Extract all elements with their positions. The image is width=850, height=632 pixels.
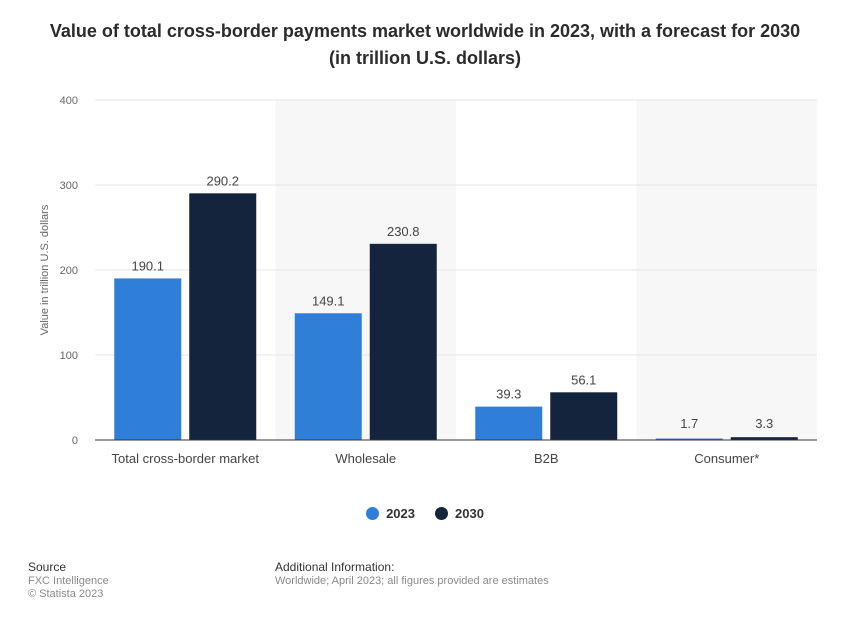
legend-label: 2030 bbox=[455, 506, 484, 521]
gridlines bbox=[95, 99, 817, 356]
data-label: 230.8 bbox=[387, 224, 420, 239]
bar-2030-3[interactable] bbox=[730, 437, 798, 440]
copyright-line[interactable]: © Statista 2023 bbox=[28, 588, 104, 600]
bars bbox=[114, 193, 798, 440]
y-tick-label: 0 bbox=[72, 435, 78, 447]
data-label: 149.1 bbox=[312, 293, 345, 308]
y-tick-label: 200 bbox=[60, 265, 78, 277]
bar-2023-2[interactable] bbox=[475, 406, 543, 440]
bar-chart: 0 100 200 300 400 190.1 290.2 149.1 230.8 39.3 56… bbox=[39, 95, 817, 466]
data-label: 56.1 bbox=[571, 372, 596, 387]
y-tick-label: 400 bbox=[60, 95, 78, 107]
legend-item-2030[interactable]: 2030 bbox=[435, 506, 484, 521]
x-tick-label: Wholesale bbox=[335, 451, 396, 466]
data-label: 1.7 bbox=[680, 416, 698, 431]
legend: 2023 2030 bbox=[0, 506, 850, 521]
source-line[interactable]: FXC Intelligence bbox=[28, 575, 109, 587]
source-heading: Source bbox=[28, 560, 67, 574]
bar-2023-3[interactable] bbox=[655, 438, 723, 440]
y-tick-label: 300 bbox=[60, 180, 78, 192]
x-tick-label: Total cross-border market bbox=[112, 451, 260, 466]
y-axis-ticks: 0 100 200 300 400 bbox=[60, 95, 78, 447]
bar-2030-1[interactable] bbox=[369, 243, 437, 440]
bar-2030-2[interactable] bbox=[550, 392, 618, 440]
additional-info-text: Worldwide; April 2023; all figures provi… bbox=[275, 575, 549, 587]
additional-info-block: Additional Information: Worldwide; April… bbox=[275, 561, 549, 588]
bar-2023-1[interactable] bbox=[294, 313, 362, 440]
category-labels: Total cross-border market Wholesale B2B Con… bbox=[112, 451, 760, 466]
data-label: 3.3 bbox=[755, 416, 773, 431]
y-axis-label: Value in trillion U.S. dollars bbox=[39, 204, 51, 335]
additional-info-heading: Additional Information: bbox=[275, 560, 395, 574]
data-label: 290.2 bbox=[206, 173, 239, 188]
legend-label: 2023 bbox=[386, 506, 415, 521]
legend-marker bbox=[435, 507, 448, 520]
data-label: 39.3 bbox=[496, 387, 521, 402]
x-tick-label: B2B bbox=[534, 451, 559, 466]
bar-2030-0[interactable] bbox=[189, 193, 257, 440]
legend-item-2023[interactable]: 2023 bbox=[366, 506, 415, 521]
x-tick-label: Consumer* bbox=[694, 451, 759, 466]
data-label: 190.1 bbox=[131, 258, 164, 273]
bar-2023-0[interactable] bbox=[114, 278, 182, 440]
source-block: Source FXC Intelligence © Statista 2023 bbox=[28, 561, 109, 601]
y-tick-label: 100 bbox=[60, 350, 78, 362]
value-labels: 190.1 290.2 149.1 230.8 39.3 56.1 1.7 3.3 bbox=[131, 173, 773, 431]
legend-marker bbox=[366, 507, 380, 520]
chart-title: Value of total cross-border payments mar… bbox=[49, 21, 801, 68]
